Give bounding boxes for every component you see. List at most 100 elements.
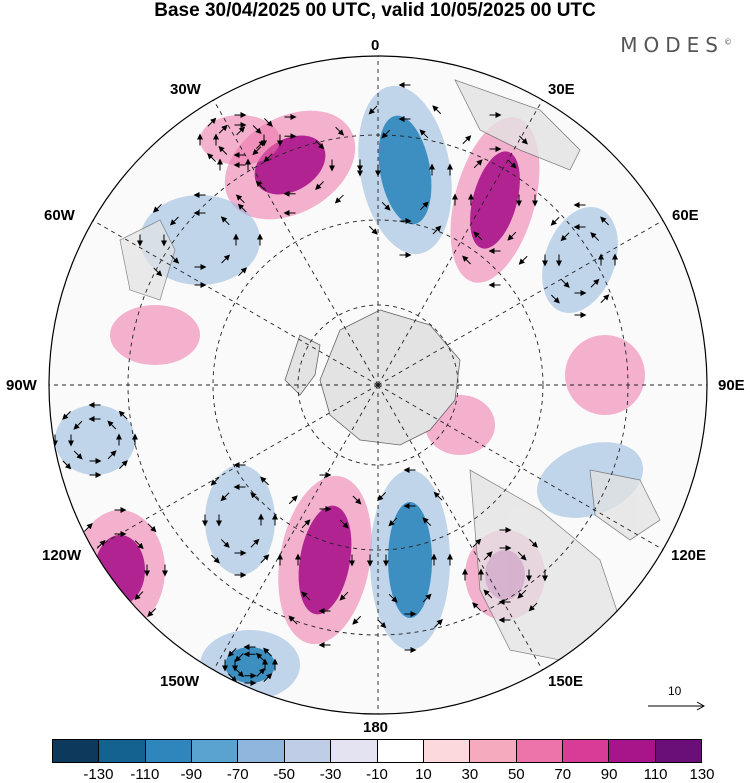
wind-arrow bbox=[228, 673, 237, 683]
colorbar-swatch bbox=[144, 740, 192, 762]
wind-arrow bbox=[256, 652, 265, 662]
reference-arrow-icon bbox=[648, 701, 706, 711]
colorbar-labels: -130 -110 -90 -70 -50 -30 -10 10 30 50 70 90 110 130 bbox=[0, 766, 750, 783]
wind-arrow bbox=[550, 216, 560, 226]
wind-arrow bbox=[147, 523, 157, 533]
wind-arrow bbox=[73, 450, 83, 460]
lon-label-150w: 150W bbox=[160, 673, 200, 690]
wind-arrow bbox=[419, 129, 429, 139]
wind-arrow bbox=[368, 225, 378, 235]
wind-arrow bbox=[134, 591, 144, 601]
wind-arrow bbox=[218, 124, 228, 134]
anomaly-region bbox=[542, 206, 618, 314]
colorbar-tick-label: -110 bbox=[130, 766, 160, 783]
wind-arrow bbox=[62, 411, 71, 420]
lon-label-180: 180 bbox=[363, 719, 389, 736]
wind-vectors bbox=[52, 82, 618, 686]
wind-arrow bbox=[221, 254, 231, 264]
colorbar-tick-label: -30 bbox=[319, 766, 342, 783]
wind-arrow bbox=[381, 129, 391, 139]
wind-arrow bbox=[600, 216, 609, 226]
colorbar-tick-label: -10 bbox=[366, 766, 388, 783]
colorbar-tick-label: -70 bbox=[226, 766, 249, 783]
colorbar-swatch bbox=[330, 740, 377, 762]
wind-arrow bbox=[339, 519, 349, 529]
anomaly-region bbox=[95, 535, 145, 605]
lon-label-30w: 30W bbox=[170, 81, 201, 98]
wind-arrow bbox=[260, 476, 269, 486]
colorbar-swatch bbox=[53, 740, 99, 762]
meridian-line bbox=[377, 214, 673, 386]
lon-label-30e: 30E bbox=[548, 81, 575, 98]
wind-arrow bbox=[473, 159, 483, 169]
anomaly-region bbox=[388, 502, 432, 618]
colorbar-tick-label: -130 bbox=[83, 766, 114, 783]
wind-arrow bbox=[238, 267, 248, 277]
wind-arrow bbox=[432, 105, 442, 115]
wind-arrow bbox=[236, 126, 246, 136]
wind-arrow bbox=[422, 517, 432, 527]
wind-arrow bbox=[462, 135, 472, 145]
wind-arrow bbox=[119, 460, 128, 469]
anomaly-region bbox=[110, 305, 200, 365]
wind-arrow bbox=[301, 591, 311, 601]
anomaly-region bbox=[200, 115, 280, 165]
wind-arrow bbox=[83, 607, 93, 617]
colorbar-tick-label: 30 bbox=[461, 766, 479, 783]
lon-label-60e: 60E bbox=[672, 207, 699, 224]
wind-arrow bbox=[483, 589, 493, 599]
colorbar-tick-label: 110 bbox=[643, 766, 668, 783]
colorbar-tick-label: 90 bbox=[600, 766, 618, 783]
wind-arrow bbox=[207, 117, 217, 127]
colorbar-tick-label: -50 bbox=[273, 766, 295, 783]
colorbar-tick-label: 10 bbox=[415, 766, 432, 783]
wind-arrow bbox=[560, 232, 570, 242]
wind-arrow bbox=[551, 294, 560, 304]
wind-arrow bbox=[432, 225, 442, 235]
colorbar-swatch bbox=[237, 740, 284, 762]
wind-arrow bbox=[170, 254, 180, 264]
wind-arrow bbox=[256, 668, 266, 677]
wind-arrow bbox=[560, 279, 570, 288]
wind-arrow bbox=[169, 216, 179, 226]
wind-arrow bbox=[422, 593, 432, 603]
meridian-line bbox=[207, 90, 379, 386]
wind-arrow bbox=[419, 201, 429, 211]
wind-arrow bbox=[334, 194, 344, 204]
wind-arrow bbox=[472, 538, 482, 548]
wind-arrow bbox=[483, 551, 493, 561]
colorbar-swatch bbox=[608, 740, 655, 762]
colorbar-swatch bbox=[515, 740, 562, 762]
anomaly-region bbox=[298, 505, 352, 615]
wind-arrow bbox=[107, 420, 117, 430]
wind-arrow bbox=[73, 420, 83, 430]
wind-arrow bbox=[211, 554, 220, 564]
lon-label-90w: 90W bbox=[6, 377, 37, 394]
lon-label-120w: 120W bbox=[42, 547, 82, 564]
lon-label-60w: 60W bbox=[44, 207, 75, 224]
lon-label-120e: 120E bbox=[671, 547, 707, 564]
wind-arrow bbox=[339, 591, 349, 601]
colorbar-swatch bbox=[98, 740, 145, 762]
wind-arrow bbox=[388, 593, 398, 603]
colorbar-swatch bbox=[561, 740, 609, 762]
wind-arrow bbox=[377, 492, 386, 501]
wind-arrow bbox=[335, 126, 345, 136]
wind-arrow bbox=[96, 539, 106, 549]
colorbar-tick-label: -90 bbox=[180, 766, 203, 783]
lon-label-90e: 90E bbox=[718, 377, 745, 394]
wind-arrow bbox=[368, 105, 378, 115]
lon-label-150e: 150E bbox=[548, 673, 584, 690]
wind-arrow bbox=[263, 153, 273, 163]
wind-arrow bbox=[433, 491, 443, 501]
lon-label-0: 0 bbox=[371, 37, 380, 54]
meridian-line bbox=[377, 384, 549, 680]
wind-arrow bbox=[234, 653, 244, 662]
wind-arrow bbox=[377, 619, 387, 629]
meridian-line bbox=[377, 384, 673, 556]
wind-arrow bbox=[288, 495, 298, 505]
map-border bbox=[48, 55, 708, 715]
wind-arrow bbox=[381, 201, 391, 211]
wind-arrow bbox=[507, 231, 517, 241]
wind-arrow bbox=[434, 619, 443, 628]
